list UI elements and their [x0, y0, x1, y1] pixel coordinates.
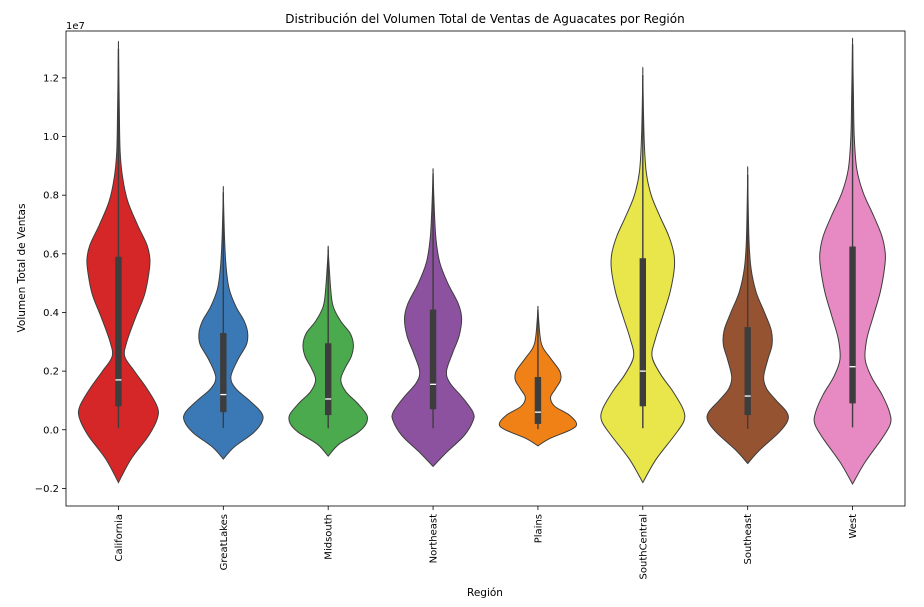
x-tick-label: Midsouth [324, 514, 335, 560]
x-tick-label: GreatLakes [219, 514, 230, 570]
iqr-box-Plains [534, 376, 542, 424]
y-tick-label: 0.8 [43, 191, 59, 202]
chart-title: Distribución del Volumen Total de Ventas… [285, 12, 684, 26]
y-offset-label: 1e7 [66, 21, 85, 32]
x-tick-label: SouthCentral [638, 514, 649, 579]
x-tick-label: West [848, 514, 859, 539]
y-tick-label: −0.2 [35, 484, 59, 495]
iqr-box-GreatLakes [220, 333, 227, 413]
iqr-box-Southeast [744, 327, 751, 416]
iqr-box-SouthCentral [639, 258, 647, 407]
y-tick-label: 0.6 [43, 249, 59, 260]
y-tick-label: 0.4 [43, 308, 59, 319]
x-tick-label: California [114, 514, 125, 562]
y-tick-label: 0.0 [43, 425, 59, 436]
plot-frame [65, 30, 906, 507]
violin-group [77, 37, 892, 486]
x-tick-label: Plains [533, 514, 544, 543]
y-axis-title: Volumen Total de Ventas [16, 204, 28, 333]
y-axis: −0.2 0.0 0.2 0.4 0.6 0.8 1.0 1.2 [35, 73, 66, 495]
x-axis-title: Región [467, 587, 503, 599]
iqr-box-Northeast [429, 309, 437, 410]
y-tick-label: 1.0 [43, 132, 59, 143]
iqr-box-West [849, 246, 856, 404]
iqr-box-California [115, 256, 122, 407]
x-axis: California GreatLakes Midsouth Northeast Pla… [114, 506, 859, 579]
y-tick-label: 0.2 [43, 367, 59, 378]
iqr-box-Midsouth [324, 343, 332, 416]
y-tick-label: 1.2 [43, 73, 59, 84]
x-tick-label: Southeast [743, 514, 754, 565]
x-tick-label: Northeast [429, 514, 440, 563]
